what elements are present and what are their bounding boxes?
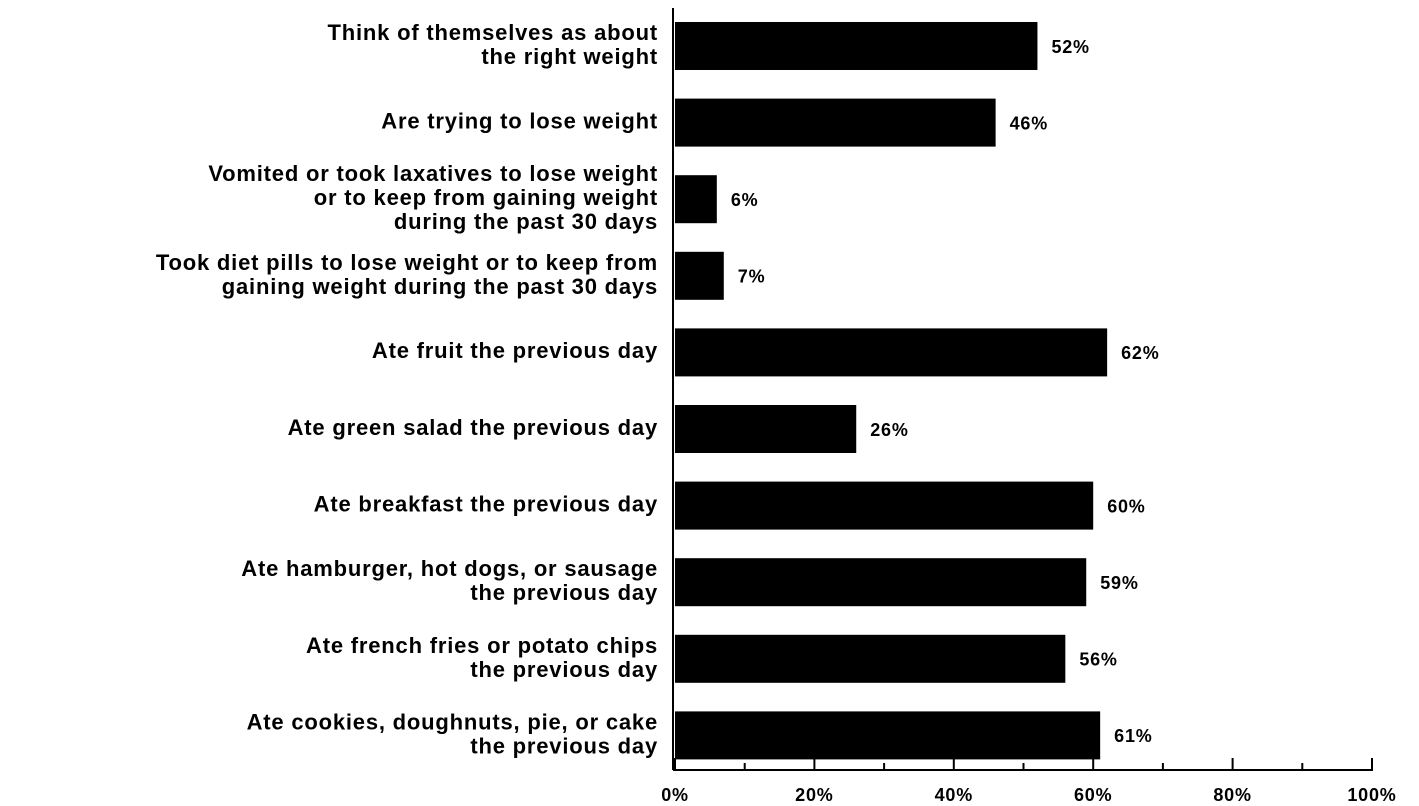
value-label: 26% [870,420,908,440]
bar [675,634,1066,683]
category-label: Ate cookies, doughnuts, pie, or cake the … [247,709,658,758]
x-tick-label: 40% [935,785,973,805]
value-label: 59% [1100,573,1138,593]
value-label: 56% [1079,650,1117,670]
x-tick-label: 60% [1074,785,1112,805]
category-label: Think of themselves as about the right we… [328,20,658,69]
category-label: Ate fruit the previous day [372,338,658,363]
category-label: Ate green salad the previous day [288,415,658,440]
category-label: Ate breakfast the previous day [314,491,658,516]
bar [675,98,996,147]
bar [675,22,1038,70]
category-label: Ate hamburger, hot dogs, or sausage the p… [241,556,658,605]
category-label: Are trying to lose weight [381,108,658,133]
value-label: 46% [1010,113,1048,133]
value-label: 61% [1114,726,1152,746]
value-label: 7% [738,267,766,287]
bar [675,328,1108,377]
category-label: Vomited or took laxatives to lose weight… [208,161,658,234]
category-label: Took diet pills to lose weight or to kee… [156,250,658,299]
bar [675,405,857,453]
bar [675,711,1101,760]
value-label: 62% [1121,343,1159,363]
bar [675,251,724,300]
x-tick-label: 0% [661,785,689,805]
bar [675,175,717,224]
bar [675,481,1094,530]
x-tick-label: 100% [1347,785,1396,805]
value-label: 6% [731,190,759,210]
bar [675,558,1087,607]
x-tick-label: 20% [795,785,833,805]
category-label: Ate french fries or potato chips the prev… [306,633,658,682]
value-label: 60% [1107,496,1145,516]
x-tick-label: 80% [1213,785,1251,805]
value-label: 52% [1051,37,1089,57]
